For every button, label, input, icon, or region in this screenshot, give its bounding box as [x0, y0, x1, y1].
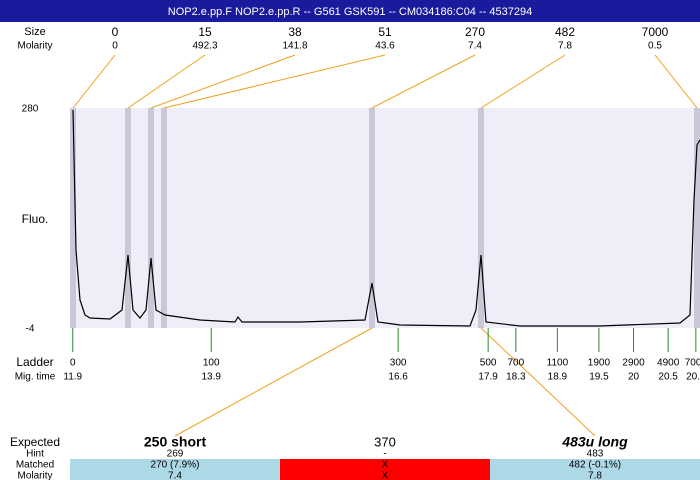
- y-axis-label: Fluo.: [22, 212, 49, 226]
- matched: X: [382, 460, 389, 471]
- match-cell: [280, 459, 490, 480]
- hint: 483: [587, 449, 604, 460]
- hint: 269: [167, 449, 184, 460]
- ladder-time: 13.9: [201, 372, 221, 383]
- ladder-time: 20.9: [686, 372, 700, 383]
- expected-label: Expected: [10, 435, 60, 449]
- peak-connectors: [72, 54, 698, 437]
- size-label: Size: [24, 26, 45, 38]
- peak-size: 0: [112, 25, 119, 39]
- peak-molarity: 7.8: [558, 41, 572, 52]
- peak-size: 38: [288, 25, 302, 39]
- match-cell: [70, 459, 280, 480]
- molarity: 7.8: [588, 471, 602, 480]
- ladder-time: 20.5: [658, 372, 678, 383]
- ladder-size: 7000: [685, 358, 700, 369]
- peak-bands: [70, 108, 700, 328]
- peak-molarity: 0: [112, 41, 118, 52]
- ladder-time: 17.9: [478, 372, 498, 383]
- peak-size: 270: [465, 25, 485, 39]
- ladder-time: 20: [628, 372, 640, 383]
- ladder-size: 100: [203, 358, 220, 369]
- hint-label: Hint: [26, 449, 44, 460]
- peak-size: 7000: [642, 25, 669, 39]
- ladder-size: 700: [508, 358, 525, 369]
- title-bar: [0, 0, 700, 22]
- ladder-time: 11.9: [63, 372, 82, 383]
- y-tick-label: -4: [26, 324, 35, 335]
- peak-molarity: 141.8: [282, 41, 307, 52]
- peak-size: 15: [198, 25, 212, 39]
- matched: 482 (-0.1%): [569, 460, 621, 471]
- expected-name: 370: [374, 434, 396, 449]
- matched: 270 (7.9%): [151, 460, 200, 471]
- hint: -: [383, 449, 386, 460]
- peak-size: 482: [555, 25, 575, 39]
- expected-name: 250 short: [144, 434, 207, 450]
- peak-size: 51: [378, 25, 392, 39]
- peak-molarity: 7.4: [468, 41, 482, 52]
- plot-area: [70, 108, 700, 328]
- ladder-time: 19.5: [589, 372, 609, 383]
- match-cell: [490, 459, 700, 480]
- ladder-size: 2900: [622, 358, 645, 369]
- peak-molarity: 492.3: [192, 41, 217, 52]
- time-label: Mig. time: [15, 372, 56, 383]
- expected-name: 483u long: [561, 434, 628, 450]
- y-tick-label: 280: [22, 104, 39, 115]
- molarity-label: Molarity: [17, 41, 52, 52]
- exp-molarity-label: Molarity: [17, 471, 52, 480]
- matched-label: Matched: [16, 460, 54, 471]
- peak-molarity: 43.6: [375, 41, 395, 52]
- peak-molarity: 0.5: [648, 41, 662, 52]
- ladder-size: 500: [480, 358, 497, 369]
- ladder-size: 300: [390, 358, 407, 369]
- molarity: X: [382, 471, 389, 480]
- ladder-size: 1900: [588, 358, 611, 369]
- ladder-time: 18.3: [506, 372, 526, 383]
- ladder-size: 1100: [547, 358, 569, 369]
- trace: [72, 109, 700, 327]
- ladder-time: 16.6: [388, 372, 408, 383]
- title: NOP2.e.pp.F NOP2.e.pp.R -- G561 GSK591 -…: [168, 6, 532, 18]
- ladder-size: 4900: [657, 358, 680, 369]
- molarity: 7.4: [168, 471, 182, 480]
- ladder-label: Ladder: [16, 355, 53, 369]
- ladder-time: 18.9: [548, 372, 568, 383]
- ladder-size: 0: [70, 358, 76, 369]
